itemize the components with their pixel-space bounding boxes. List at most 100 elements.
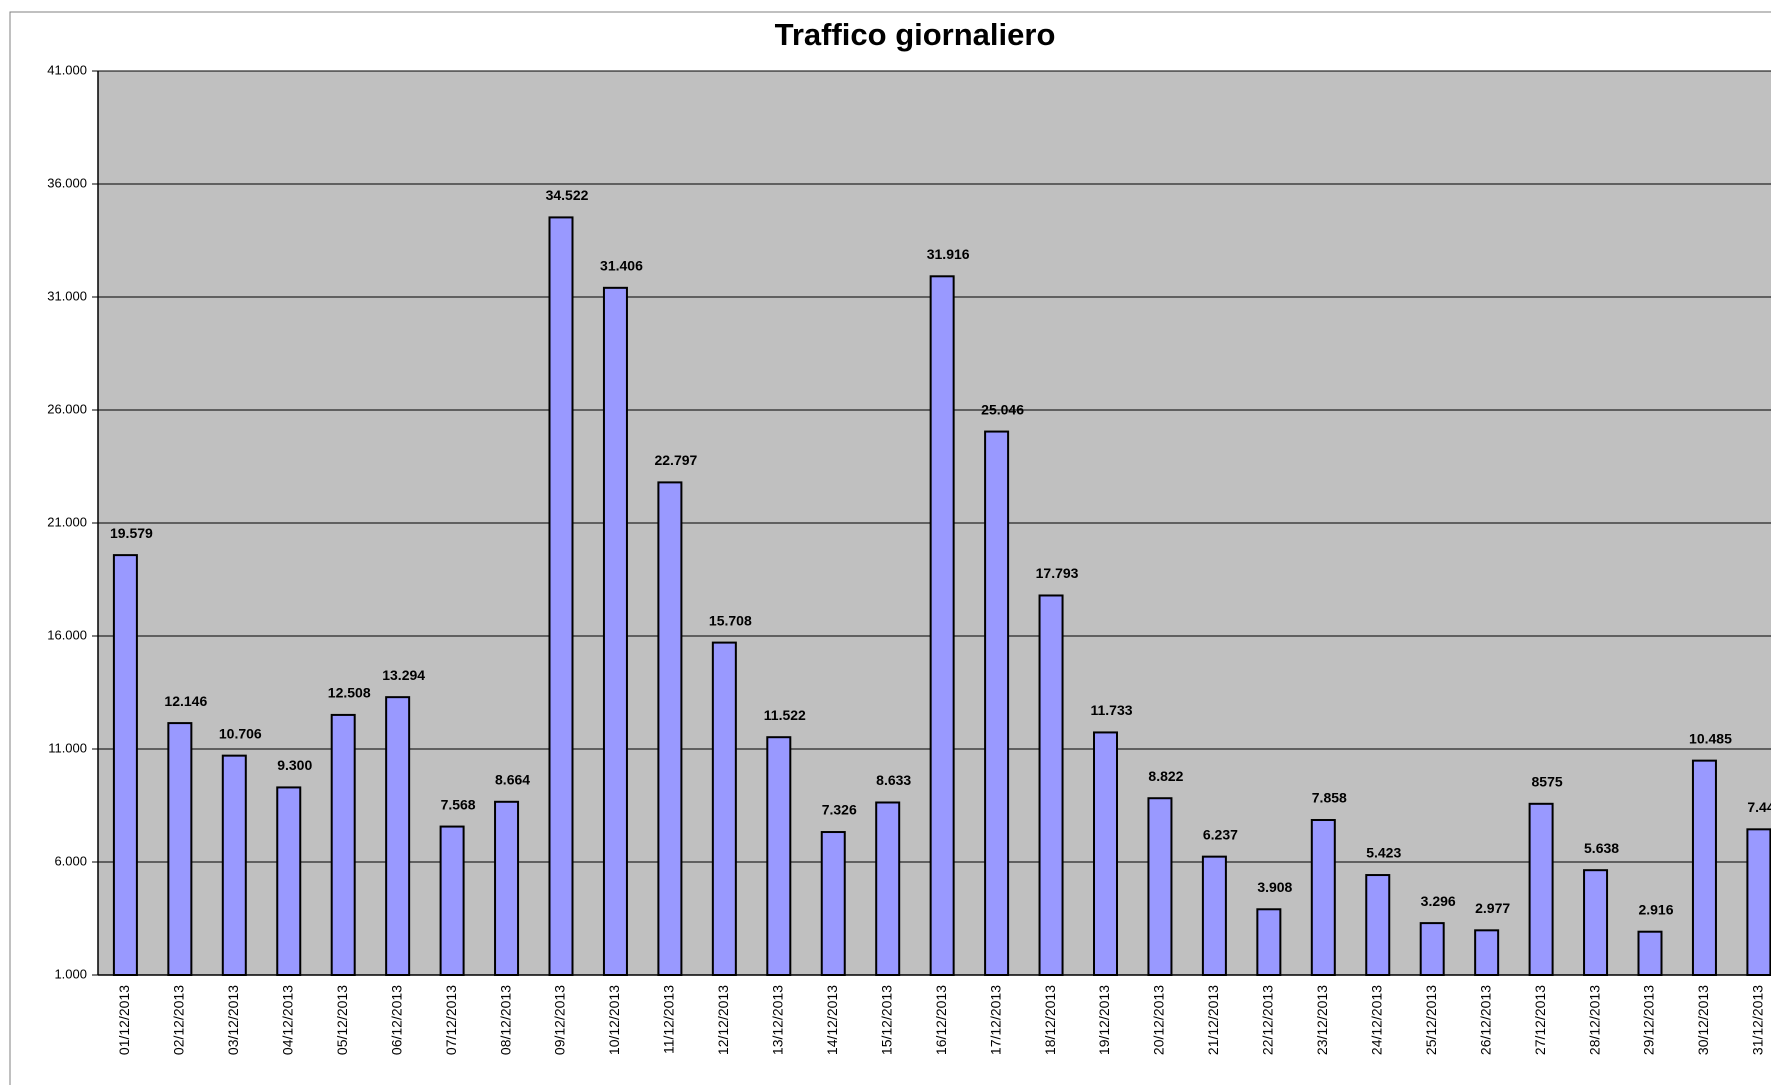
value-label: 3.908 [1257, 879, 1292, 895]
x-tick-label: 31/12/2013 [1750, 985, 1766, 1055]
bar [1474, 929, 1500, 977]
x-tick-label: 15/12/2013 [878, 985, 894, 1055]
x-tick-label: 02/12/2013 [171, 985, 187, 1055]
x-tick-label: 03/12/2013 [225, 985, 241, 1055]
bar [439, 825, 465, 976]
x-tick-label: 28/12/2013 [1586, 985, 1602, 1055]
x-tick-label: 30/12/2013 [1695, 985, 1711, 1055]
x-tick-label: 04/12/2013 [279, 985, 295, 1055]
bar [1419, 922, 1445, 977]
x-tick-label: 16/12/2013 [933, 985, 949, 1055]
bar [548, 216, 574, 977]
value-label: 6.237 [1203, 826, 1238, 842]
x-tick-label: 09/12/2013 [552, 985, 568, 1055]
value-label: 31.916 [927, 246, 970, 262]
value-label: 7.326 [822, 802, 857, 818]
x-tick-label: 05/12/2013 [334, 985, 350, 1055]
y-tick-label: 26.000 [47, 401, 87, 416]
bar [1637, 930, 1663, 977]
bar [221, 754, 247, 977]
x-tick-label: 06/12/2013 [388, 985, 404, 1055]
y-tick-label: 21.000 [47, 514, 87, 529]
bar [711, 641, 737, 976]
x-tick-label: 10/12/2013 [606, 985, 622, 1055]
y-tick-label: 1.000 [54, 966, 87, 981]
bar [494, 800, 520, 976]
value-label: 11.733 [1090, 702, 1132, 718]
value-label: 7.446 [1747, 799, 1771, 815]
x-tick-label: 20/12/2013 [1151, 985, 1167, 1055]
bar [657, 481, 683, 976]
value-label: 7.568 [441, 796, 476, 812]
bar [167, 722, 193, 976]
value-label: 5.423 [1366, 845, 1401, 861]
bar [330, 713, 356, 976]
y-tick-label: 16.000 [47, 627, 87, 642]
bar [276, 786, 302, 976]
bar [1310, 819, 1336, 977]
x-tick-label: 19/12/2013 [1096, 985, 1112, 1055]
value-label: 13.294 [382, 667, 425, 683]
value-label: 9.300 [277, 757, 312, 773]
x-tick-label: 21/12/2013 [1205, 985, 1221, 1055]
x-tick-label: 01/12/2013 [116, 985, 132, 1055]
value-label: 8.664 [495, 771, 530, 787]
bar [984, 430, 1010, 976]
x-tick-label: 24/12/2013 [1368, 985, 1384, 1055]
bar [1583, 869, 1609, 977]
bar [1147, 797, 1173, 976]
value-label: 8.822 [1148, 768, 1183, 784]
x-tick-label: 11/12/2013 [661, 985, 677, 1054]
y-tick-label: 36.000 [47, 175, 87, 190]
x-tick-label: 07/12/2013 [443, 985, 459, 1055]
value-label: 25.046 [981, 401, 1024, 417]
bar [1365, 874, 1391, 977]
bar [1201, 855, 1227, 976]
x-tick-label: 14/12/2013 [824, 985, 840, 1055]
value-label: 12.146 [164, 693, 207, 709]
bar [1528, 802, 1554, 976]
bar [1256, 908, 1282, 976]
x-tick-label: 23/12/2013 [1314, 985, 1330, 1055]
value-label: 2.916 [1638, 901, 1673, 917]
value-label: 10.706 [219, 725, 262, 741]
value-label: 8.633 [876, 772, 911, 788]
bar [766, 736, 792, 977]
x-tick-label: 13/12/2013 [770, 985, 786, 1055]
bar [602, 286, 628, 976]
bar [1691, 759, 1717, 976]
value-label: 34.522 [546, 187, 589, 203]
value-label: 19.579 [110, 525, 153, 541]
bar [385, 696, 411, 976]
x-tick-label: 22/12/2013 [1260, 985, 1276, 1055]
bar [1093, 731, 1118, 976]
bar [1038, 594, 1064, 976]
y-tick-label: 41.000 [47, 62, 87, 77]
value-label: 22.797 [654, 452, 697, 468]
bar [820, 831, 846, 977]
value-label: 8575 [1532, 774, 1563, 790]
x-tick-label: 18/12/2013 [1042, 985, 1058, 1055]
value-label: 15.708 [709, 612, 752, 628]
value-label: 12.508 [328, 685, 371, 701]
value-label: 11.522 [764, 707, 806, 723]
x-tick-label: 17/12/2013 [987, 985, 1003, 1055]
y-tick-label: 11.000 [48, 740, 87, 755]
chart-title: Traffico giornaliero [775, 17, 1056, 52]
x-tick-label: 12/12/2013 [715, 985, 731, 1055]
y-tick-label: 31.000 [47, 288, 87, 303]
y-tick-label: 6.000 [54, 853, 87, 868]
bar [875, 801, 901, 976]
value-label: 7.858 [1312, 790, 1347, 806]
value-label: 10.485 [1689, 730, 1732, 746]
bar [1746, 828, 1771, 976]
value-label: 31.406 [600, 258, 643, 274]
x-tick-label: 27/12/2013 [1532, 985, 1548, 1055]
value-label: 17.793 [1036, 565, 1079, 581]
x-tick-label: 25/12/2013 [1423, 985, 1439, 1055]
value-label: 3.296 [1421, 893, 1456, 909]
bar [112, 554, 138, 977]
x-tick-label: 26/12/2013 [1477, 985, 1493, 1055]
x-tick-label: 29/12/2013 [1641, 985, 1657, 1055]
